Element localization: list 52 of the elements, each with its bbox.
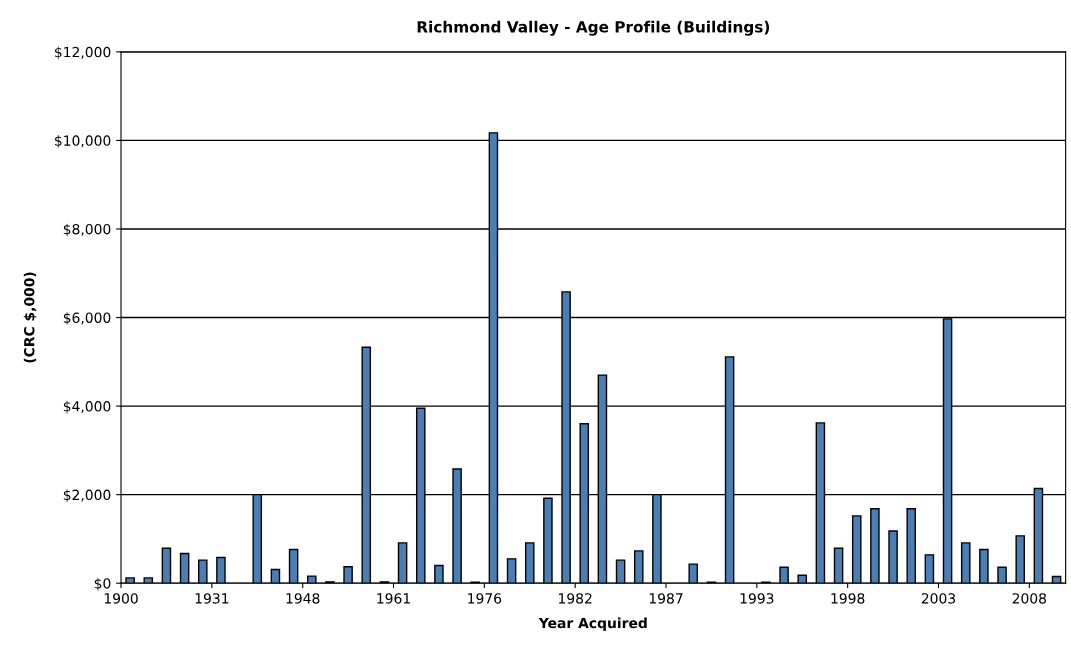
bar bbox=[125, 577, 135, 584]
bar bbox=[779, 566, 789, 584]
x-tick-label: 2003 bbox=[921, 593, 956, 604]
bar bbox=[179, 552, 190, 584]
x-axis-title: Year Acquired bbox=[538, 617, 647, 631]
bar bbox=[216, 556, 226, 584]
y-tick-label: $10,000 bbox=[55, 135, 111, 148]
x-tick-label: 1948 bbox=[286, 593, 320, 604]
bar bbox=[870, 508, 880, 584]
y-tick-label: $0 bbox=[94, 577, 111, 591]
x-tick-label: 1987 bbox=[649, 593, 683, 604]
bar bbox=[306, 575, 317, 584]
y-tick-label: $4,000 bbox=[63, 400, 111, 414]
y-axis-title: (CRC $,000) bbox=[23, 272, 37, 363]
x-tick-label: 1900 bbox=[104, 593, 138, 604]
bar bbox=[688, 563, 699, 584]
bar bbox=[270, 568, 281, 584]
bar bbox=[343, 566, 353, 584]
x-tick-label: 1961 bbox=[377, 593, 410, 604]
bar bbox=[888, 530, 898, 584]
bar bbox=[924, 554, 935, 584]
bar bbox=[997, 566, 1007, 584]
bar bbox=[615, 559, 626, 584]
bar bbox=[851, 515, 862, 584]
chart-title: Richmond Valley - Age Profile (Buildings) bbox=[417, 20, 770, 36]
x-tick-label: 1982 bbox=[559, 593, 592, 604]
bar bbox=[1051, 575, 1062, 584]
bar bbox=[434, 564, 444, 584]
bar bbox=[197, 559, 208, 584]
bar bbox=[906, 508, 917, 584]
x-tick-label: 1998 bbox=[831, 593, 865, 604]
bar bbox=[633, 550, 644, 584]
bar bbox=[143, 577, 154, 584]
y-tick-label: $12,000 bbox=[55, 46, 111, 60]
bar bbox=[797, 574, 808, 584]
bar bbox=[979, 548, 989, 584]
y-tick-label: $6,000 bbox=[63, 312, 111, 325]
bar bbox=[506, 558, 517, 584]
y-tick-label: $2,000 bbox=[63, 489, 111, 502]
bar bbox=[288, 548, 299, 584]
x-tick-label: 2008 bbox=[1012, 593, 1047, 604]
bar bbox=[1015, 535, 1026, 584]
bar bbox=[397, 542, 408, 584]
bar bbox=[960, 542, 971, 584]
bar bbox=[833, 547, 844, 584]
x-tick-label: 1931 bbox=[195, 593, 229, 604]
y-tick-label: $8,000 bbox=[63, 223, 111, 237]
bar bbox=[161, 547, 172, 584]
bar bbox=[543, 497, 553, 584]
x-tick-label: 1976 bbox=[468, 593, 502, 604]
x-tick-label: 1993 bbox=[740, 593, 774, 604]
bar bbox=[524, 542, 535, 584]
